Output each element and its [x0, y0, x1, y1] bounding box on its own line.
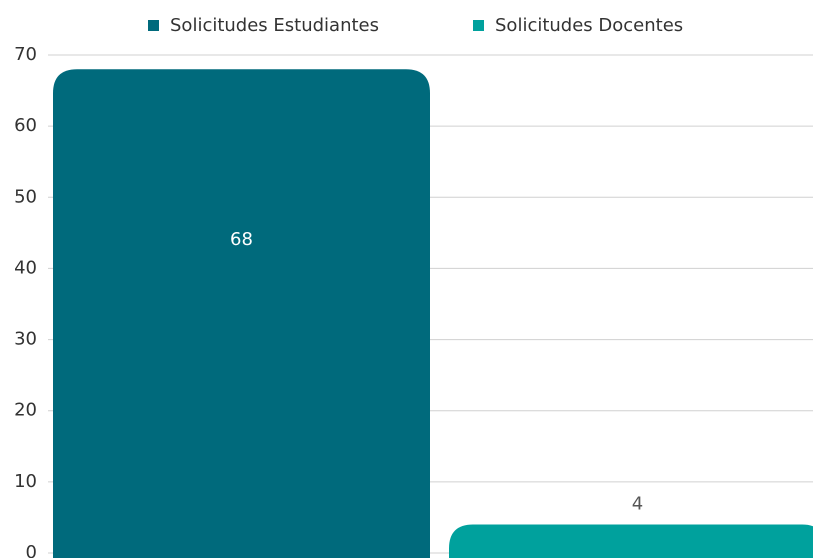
data-label: 68	[230, 229, 253, 250]
y-tick-label: 10	[14, 471, 37, 492]
legend-label: Solicitudes Estudiantes	[170, 15, 379, 36]
y-tick-label: 20	[14, 400, 37, 421]
legend-swatch	[148, 20, 159, 31]
y-tick-label: 40	[14, 257, 37, 278]
data-label: 4	[632, 494, 643, 515]
y-tick-label: 70	[14, 44, 37, 65]
bar	[449, 524, 813, 558]
legend-label: Solicitudes Docentes	[495, 15, 683, 36]
bar	[53, 69, 430, 558]
y-tick-label: 60	[14, 115, 37, 136]
y-tick-label: 50	[14, 186, 37, 207]
y-tick-label: 0	[26, 542, 37, 558]
legend-swatch	[473, 20, 484, 31]
y-tick-label: 30	[14, 329, 37, 350]
